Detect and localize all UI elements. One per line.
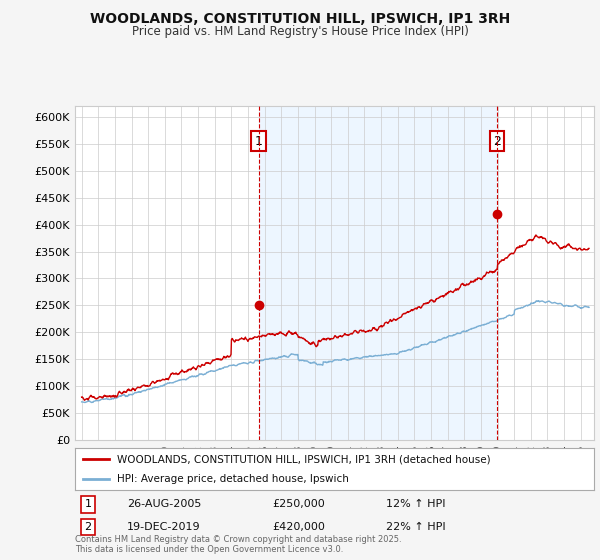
Text: WOODLANDS, CONSTITUTION HILL, IPSWICH, IP1 3RH: WOODLANDS, CONSTITUTION HILL, IPSWICH, I…	[90, 12, 510, 26]
Text: 1: 1	[255, 135, 263, 148]
Text: 2: 2	[85, 522, 92, 532]
Text: 2: 2	[493, 135, 501, 148]
Text: 19-DEC-2019: 19-DEC-2019	[127, 522, 200, 532]
Text: £420,000: £420,000	[272, 522, 325, 532]
Text: 12% ↑ HPI: 12% ↑ HPI	[386, 500, 446, 510]
Text: 26-AUG-2005: 26-AUG-2005	[127, 500, 201, 510]
Text: 22% ↑ HPI: 22% ↑ HPI	[386, 522, 446, 532]
Text: Contains HM Land Registry data © Crown copyright and database right 2025.
This d: Contains HM Land Registry data © Crown c…	[75, 535, 401, 554]
Text: WOODLANDS, CONSTITUTION HILL, IPSWICH, IP1 3RH (detached house): WOODLANDS, CONSTITUTION HILL, IPSWICH, I…	[116, 454, 490, 464]
Text: HPI: Average price, detached house, Ipswich: HPI: Average price, detached house, Ipsw…	[116, 474, 349, 484]
Text: Price paid vs. HM Land Registry's House Price Index (HPI): Price paid vs. HM Land Registry's House …	[131, 25, 469, 38]
Text: 1: 1	[85, 500, 91, 510]
Bar	[259, 106, 497, 440]
Text: £250,000: £250,000	[272, 500, 325, 510]
